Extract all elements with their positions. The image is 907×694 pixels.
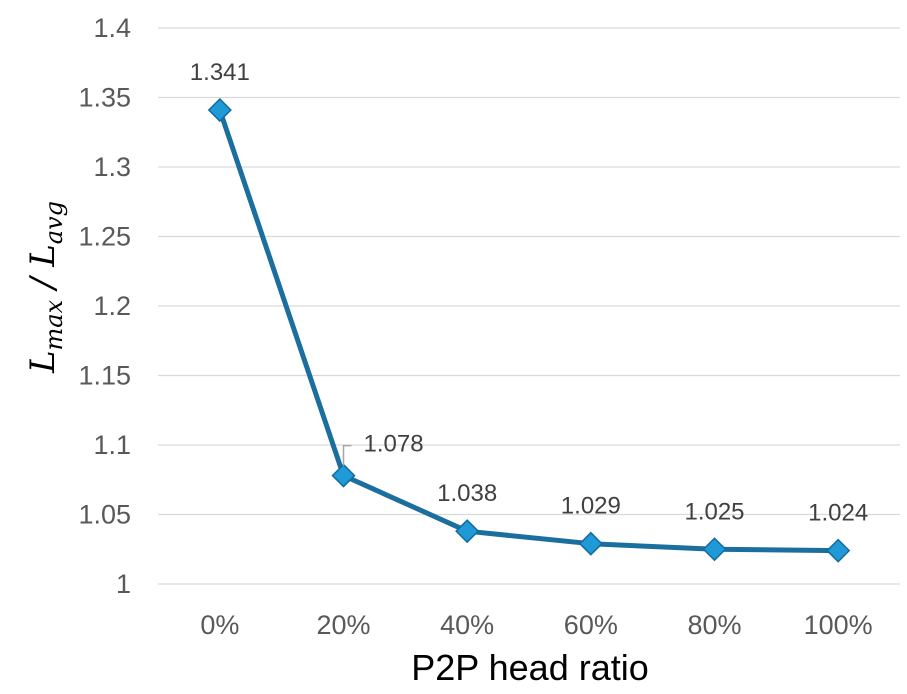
y-tick-label: 1.4: [93, 13, 131, 43]
y-axis-title-main2: L: [23, 244, 63, 268]
x-axis-title: P2P head ratio: [411, 647, 649, 688]
x-tick-label: 80%: [687, 610, 741, 640]
x-axis-ticks: 0% 20% 40% 60% 80% 100%: [200, 610, 872, 640]
data-point-marker: [578, 531, 603, 556]
gridlines: [158, 27, 900, 585]
y-axis-title-separator: /: [23, 267, 63, 300]
x-tick-label: 40%: [440, 610, 494, 640]
y-tick-label: 1.2: [93, 291, 131, 321]
data-point-marker: [826, 538, 851, 563]
data-label: 1.024: [808, 500, 868, 527]
y-tick-label: 1.35: [78, 83, 131, 113]
series-line: [217, 107, 841, 554]
x-tick-label: 100%: [804, 610, 873, 640]
data-point-marker: [207, 97, 232, 123]
data-label-leader: [342, 444, 352, 466]
series-line-layer: [217, 107, 841, 554]
y-axis-title-main1: L: [23, 350, 63, 374]
x-tick-label: 20%: [316, 610, 370, 640]
data-point-marker: [455, 519, 480, 544]
y-tick-label: 1.05: [78, 500, 131, 530]
y-axis-title: Lmax / Lavg: [23, 201, 68, 374]
y-axis-title-sub2: avg: [40, 201, 68, 244]
y-tick-label: 1: [116, 569, 131, 599]
markers: [207, 97, 851, 563]
y-tick-label: 1.1: [93, 430, 131, 460]
data-point-marker: [702, 537, 727, 562]
y-tick-label: 1.15: [78, 361, 131, 391]
x-tick-label: 0%: [200, 610, 239, 640]
y-tick-label: 1.3: [93, 152, 131, 182]
data-labels: 1.341 1.078 1.038 1.029 1.025 1.024: [190, 59, 868, 527]
data-label: 1.078: [364, 431, 424, 458]
y-tick-label: 1.25: [78, 222, 131, 252]
y-axis-title-sub1: max: [40, 299, 68, 350]
data-point-marker: [331, 463, 356, 488]
y-axis-ticks: 1 1.05 1.1 1.15 1.2 1.25 1.3 1.35 1.4: [78, 13, 131, 599]
data-label: 1.341: [190, 59, 250, 86]
x-tick-label: 60%: [564, 610, 618, 640]
data-label: 1.029: [561, 493, 621, 520]
data-label: 1.025: [684, 498, 744, 525]
data-label: 1.038: [437, 480, 497, 507]
